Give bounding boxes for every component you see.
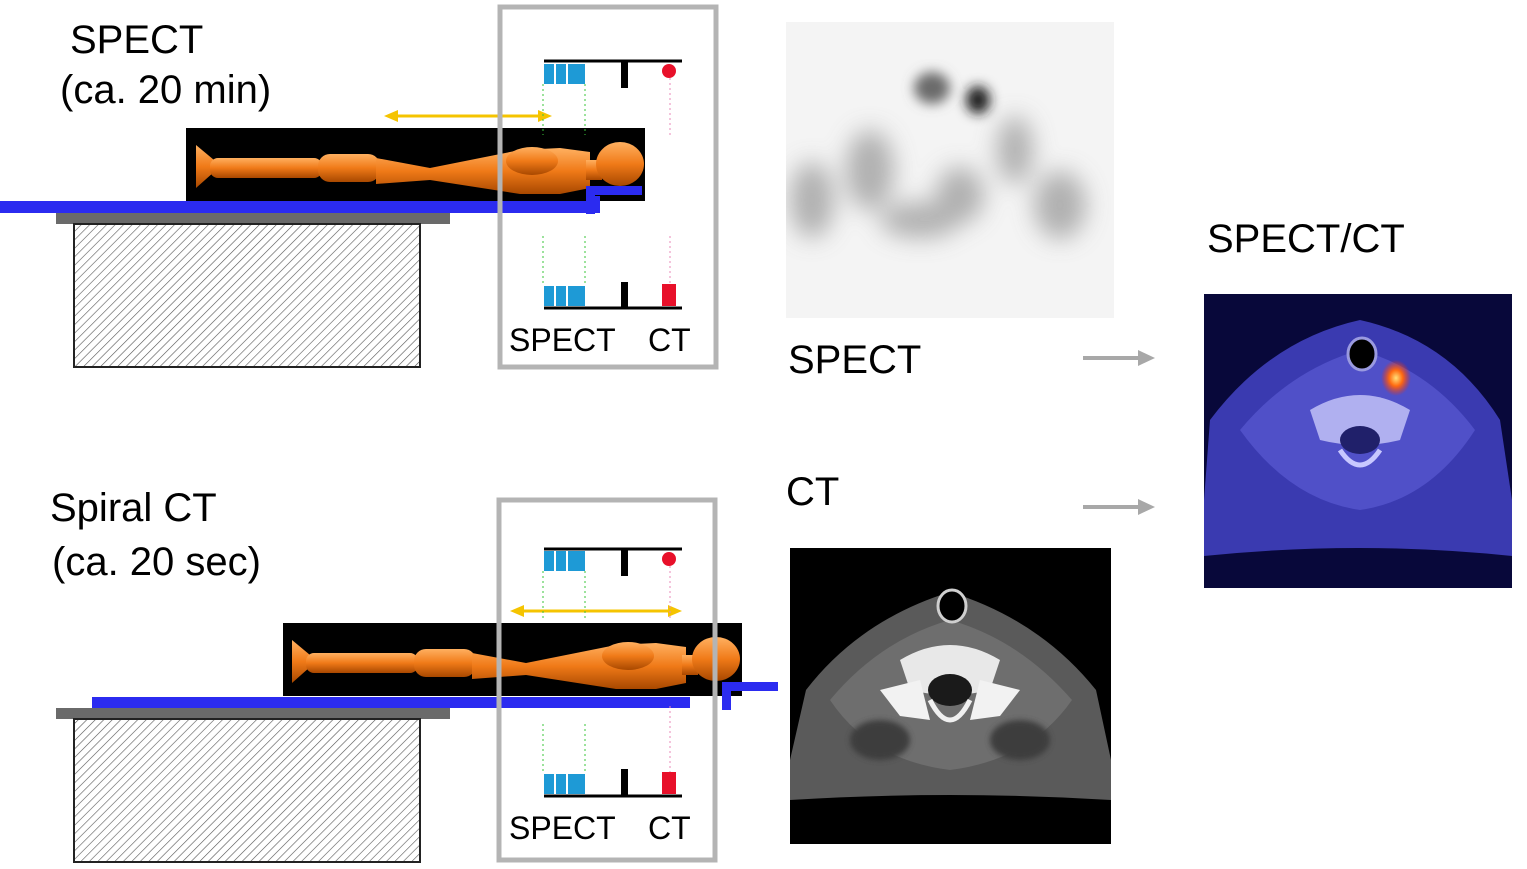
right-arrow-icon [1083, 350, 1155, 366]
top-mode-title: SPECT [70, 18, 204, 62]
bottom-gantry: SPECT CT [496, 497, 718, 863]
top-patient [186, 128, 645, 201]
top-gantry-ct-label: CT [648, 322, 691, 358]
top-table [0, 186, 642, 214]
bottom-table [92, 682, 778, 710]
bottom-bed-base [56, 708, 450, 863]
bottom-patient [283, 623, 742, 696]
bottom-gantry-ct-label: CT [648, 810, 691, 846]
top-motion-arrow [384, 110, 552, 122]
bottom-motion-arrow [510, 605, 682, 617]
spect-image [786, 22, 1114, 318]
fused-image-label: SPECT/CT [1207, 217, 1405, 261]
fused-spect-ct-image [1204, 294, 1512, 588]
bottom-duration: (ca. 20 sec) [52, 540, 261, 584]
top-duration: (ca. 20 min) [60, 68, 272, 112]
top-gantry-spect-label: SPECT [509, 322, 616, 358]
spect-image-label: SPECT [788, 338, 922, 382]
bottom-gantry-spect-label: SPECT [509, 810, 616, 846]
spect-detector-icon [544, 64, 585, 84]
right-arrow-icon [1083, 499, 1155, 515]
ct-image [790, 548, 1111, 844]
bottom-mode-title: Spiral CT [50, 486, 217, 530]
ct-image-label: CT [786, 470, 840, 514]
top-gantry: SPECT CT [497, 4, 719, 370]
top-bed-base [56, 213, 450, 368]
ct-source-icon [662, 64, 676, 78]
